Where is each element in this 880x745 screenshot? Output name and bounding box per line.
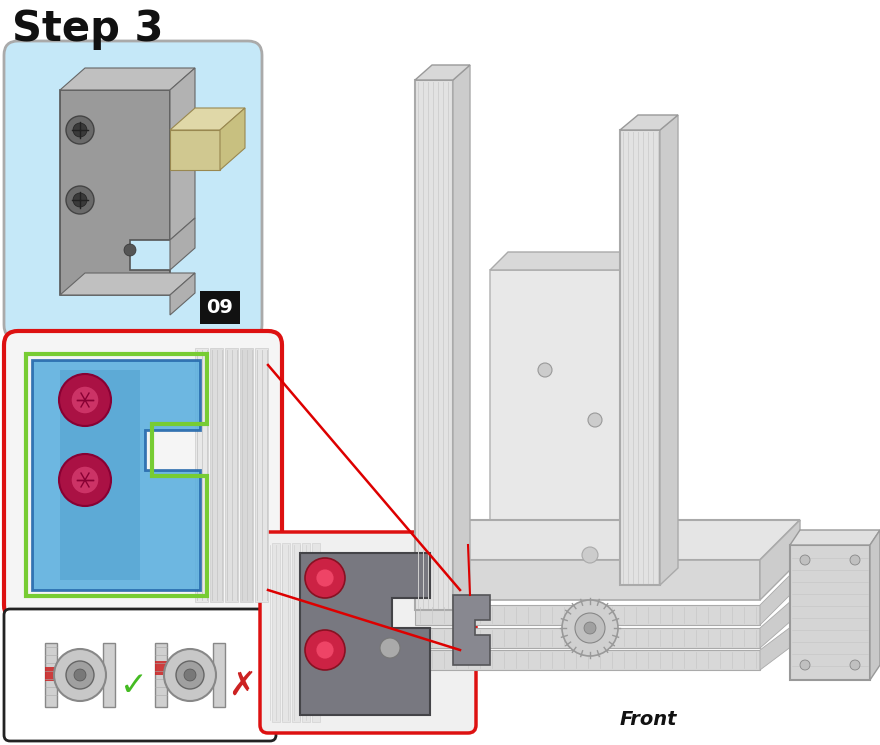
Polygon shape bbox=[415, 65, 470, 80]
Polygon shape bbox=[170, 68, 195, 240]
Circle shape bbox=[850, 660, 860, 670]
Bar bbox=[213, 643, 225, 707]
Circle shape bbox=[66, 186, 94, 214]
Circle shape bbox=[184, 669, 196, 681]
Circle shape bbox=[54, 649, 106, 701]
Text: Front: Front bbox=[620, 710, 678, 729]
Polygon shape bbox=[790, 530, 880, 545]
Text: ✗: ✗ bbox=[228, 668, 256, 702]
Polygon shape bbox=[490, 270, 640, 560]
FancyBboxPatch shape bbox=[4, 41, 262, 339]
FancyBboxPatch shape bbox=[260, 532, 476, 733]
Bar bbox=[45, 643, 57, 707]
Polygon shape bbox=[790, 545, 870, 680]
Polygon shape bbox=[415, 560, 760, 600]
Polygon shape bbox=[760, 620, 800, 670]
Polygon shape bbox=[490, 252, 658, 270]
Text: ✓: ✓ bbox=[120, 668, 148, 702]
FancyBboxPatch shape bbox=[4, 609, 276, 741]
Circle shape bbox=[562, 600, 618, 656]
Polygon shape bbox=[415, 650, 760, 670]
Circle shape bbox=[59, 374, 111, 426]
Bar bbox=[240, 348, 253, 602]
Circle shape bbox=[588, 413, 602, 427]
Polygon shape bbox=[660, 115, 678, 585]
Circle shape bbox=[584, 622, 596, 634]
Circle shape bbox=[74, 669, 86, 681]
Bar bbox=[255, 348, 268, 602]
Polygon shape bbox=[870, 530, 880, 680]
Bar bbox=[60, 370, 140, 580]
Circle shape bbox=[124, 244, 136, 256]
Bar bbox=[103, 643, 115, 707]
Bar bbox=[302, 543, 310, 722]
Polygon shape bbox=[170, 130, 220, 170]
Circle shape bbox=[575, 613, 605, 643]
Circle shape bbox=[73, 123, 87, 137]
FancyBboxPatch shape bbox=[4, 331, 282, 619]
Bar bbox=[155, 661, 215, 675]
Bar bbox=[225, 348, 238, 602]
Polygon shape bbox=[32, 360, 200, 590]
Circle shape bbox=[582, 547, 598, 563]
Circle shape bbox=[316, 569, 334, 587]
Circle shape bbox=[176, 661, 204, 689]
Circle shape bbox=[59, 454, 111, 506]
Polygon shape bbox=[620, 115, 678, 130]
Circle shape bbox=[305, 558, 345, 598]
Polygon shape bbox=[640, 252, 658, 560]
Polygon shape bbox=[453, 65, 470, 610]
Polygon shape bbox=[415, 520, 800, 560]
Text: Step 3: Step 3 bbox=[12, 8, 164, 50]
Circle shape bbox=[316, 641, 334, 659]
Polygon shape bbox=[170, 273, 195, 315]
Bar bbox=[292, 543, 300, 722]
Polygon shape bbox=[220, 108, 245, 170]
Bar bbox=[155, 643, 167, 707]
Polygon shape bbox=[170, 218, 195, 270]
Polygon shape bbox=[760, 565, 800, 625]
Bar bbox=[312, 543, 320, 722]
Circle shape bbox=[305, 630, 345, 670]
Circle shape bbox=[164, 649, 216, 701]
Bar bbox=[210, 348, 223, 602]
Polygon shape bbox=[453, 595, 490, 665]
Polygon shape bbox=[60, 273, 195, 295]
Polygon shape bbox=[170, 108, 245, 130]
Bar bbox=[415, 80, 453, 610]
Circle shape bbox=[800, 660, 810, 670]
Polygon shape bbox=[300, 553, 430, 715]
Circle shape bbox=[800, 555, 810, 565]
Bar bbox=[620, 130, 660, 585]
Circle shape bbox=[850, 555, 860, 565]
Bar bbox=[272, 543, 280, 722]
Polygon shape bbox=[415, 628, 760, 648]
Polygon shape bbox=[760, 520, 800, 600]
Circle shape bbox=[66, 661, 94, 689]
Polygon shape bbox=[415, 605, 760, 625]
Circle shape bbox=[380, 638, 400, 658]
Bar bbox=[45, 667, 105, 681]
Circle shape bbox=[71, 466, 99, 494]
Circle shape bbox=[538, 363, 552, 377]
Bar bbox=[195, 348, 208, 602]
Text: 09: 09 bbox=[207, 298, 233, 317]
Polygon shape bbox=[60, 68, 195, 90]
Circle shape bbox=[66, 116, 94, 144]
Circle shape bbox=[73, 193, 87, 207]
Polygon shape bbox=[760, 593, 800, 648]
Bar bbox=[282, 543, 290, 722]
Circle shape bbox=[71, 386, 99, 414]
Polygon shape bbox=[60, 90, 170, 295]
